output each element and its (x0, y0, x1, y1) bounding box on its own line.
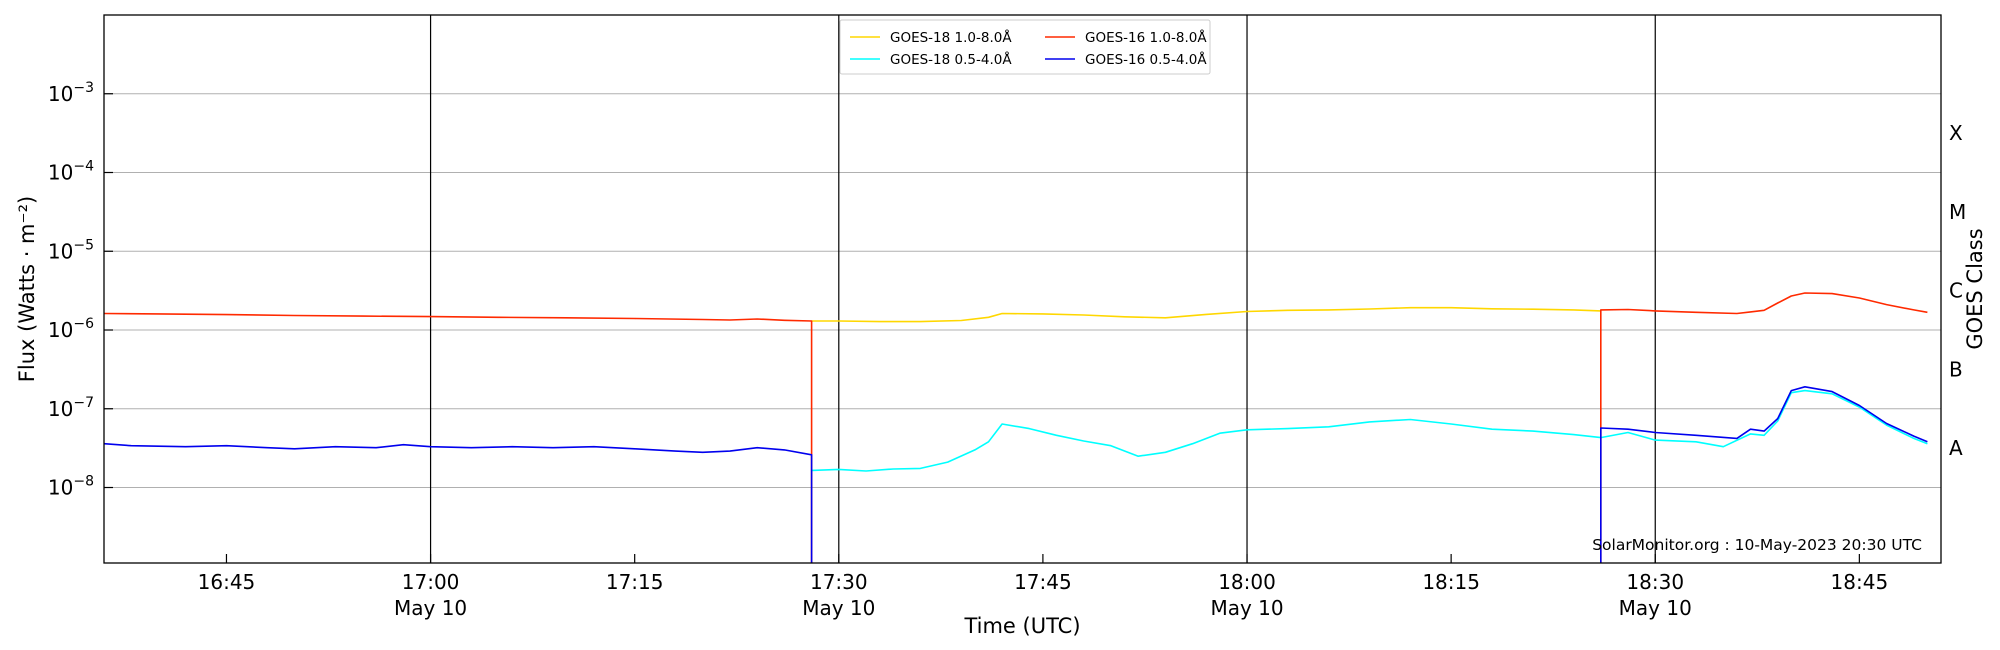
credit-text: SolarMonitor.org : 10-May-2023 20:30 UTC (1592, 536, 1922, 554)
plot-frame (103, 14, 1942, 564)
goes-class-axis-label: GOES Class (1963, 228, 1987, 349)
y-tick-label: 10−3 (48, 80, 94, 106)
y-tick-label: 10−8 (48, 474, 94, 500)
grid-layer (104, 93, 1941, 489)
x-axis-label: Time (UTC) (963, 614, 1080, 638)
series-line (1600, 292, 1928, 563)
legend-box (839, 19, 1211, 75)
x-tick-label: 17:00 (402, 570, 460, 594)
x-tick-date-label: May 10 (394, 596, 467, 620)
y-tick-label: 10−4 (48, 159, 94, 185)
x-tick-label: 17:30 (810, 570, 868, 594)
y-tick-label: 10−5 (48, 237, 94, 263)
series-line (103, 442, 813, 563)
vertical-lines-layer (429, 15, 1656, 563)
x-tick-label: 17:15 (606, 570, 664, 594)
x-tick-date-label: May 10 (1210, 596, 1283, 620)
x-tick-label: 16:45 (198, 570, 256, 594)
series-layer (103, 292, 1928, 563)
x-tick-date-label: May 10 (1619, 596, 1692, 620)
goes-class-label: X (1949, 121, 1963, 145)
ticks-layer (104, 93, 1860, 563)
goes-class-label: A (1949, 436, 1963, 460)
x-tick-label: 18:30 (1626, 570, 1684, 594)
goes-class-label: B (1949, 357, 1963, 381)
x-tick-label: 18:15 (1422, 570, 1480, 594)
legend-entry-label: GOES-18 0.5-4.0Å (890, 51, 1012, 68)
x-tick-date-label: May 10 (802, 596, 875, 620)
y-tick-label: 10−6 (48, 316, 94, 342)
series-line (103, 312, 813, 563)
series-line (811, 389, 1928, 472)
legend-entry-label: GOES-18 1.0-8.0Å (890, 29, 1012, 46)
x-tick-label: 18:45 (1831, 570, 1889, 594)
y-axis-label: Flux (Watts · m⁻²) (15, 196, 39, 382)
legend-entry-label: GOES-16 0.5-4.0Å (1085, 51, 1207, 68)
legend: GOES-18 1.0-8.0Å GOES-16 1.0-8.0Å GOES-18 … (839, 19, 1211, 75)
series-line (811, 306, 1601, 323)
y-tick-label: 10−7 (48, 395, 94, 421)
goes-class-label: C (1949, 279, 1963, 303)
series-line (1600, 385, 1928, 563)
legend-entry-label: GOES-16 1.0-8.0Å (1085, 29, 1207, 46)
x-tick-label: 17:45 (1014, 570, 1072, 594)
x-tick-label: 18:00 (1218, 570, 1276, 594)
goes-class-label: M (1949, 200, 1966, 224)
